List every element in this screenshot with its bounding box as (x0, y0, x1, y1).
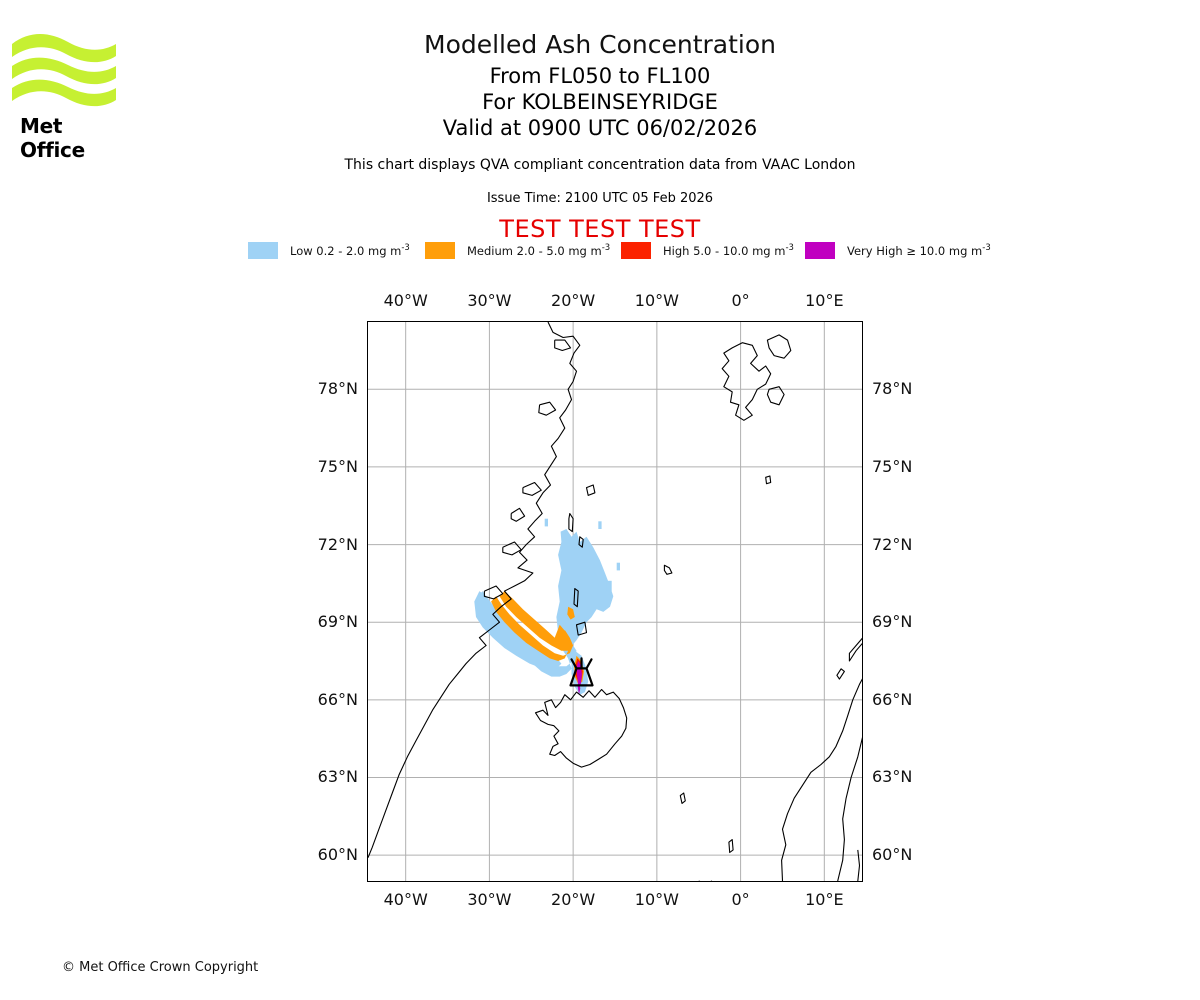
coastline-path (483, 585, 504, 600)
flight-level-line: From FL050 to FL100 (489, 64, 711, 88)
lat-tick-right-3: 69°N (872, 612, 913, 632)
coastline-path (522, 481, 542, 496)
coastline-path (502, 541, 522, 556)
coastlines (368, 322, 862, 881)
issue-time: Issue Time: 2100 UTC 05 Feb 2026 (486, 191, 714, 206)
legend-item-high: High 5.0 - 10.0 mg m-3 (621, 240, 794, 260)
lon-tick-top-0: 40°W (383, 291, 428, 310)
lon-tick-top-5: 10°E (805, 291, 844, 310)
valid-time-line: Valid at 0900 UTC 06/02/2026 (442, 116, 758, 140)
volcano-marker (569, 657, 594, 687)
ash-area-medium-sw (491, 596, 574, 661)
ash-concentration-plume (474, 518, 620, 695)
lat-tick-left-3: 69°N (317, 612, 358, 632)
ash-area-low-patch-4 (544, 518, 548, 527)
lat-tick-left-6: 60°N (317, 845, 358, 865)
ash-area-low-patch-3 (606, 580, 612, 592)
volcano-symbol (569, 657, 594, 687)
lon-tick-top-2: 20°W (551, 291, 596, 310)
legend-item-very-high: Very High ≥ 10.0 mg m-3 (805, 240, 991, 260)
volcano-name-line: For KOLBEINSEYRIDGE (482, 90, 718, 114)
concentration-legend: Low 0.2 - 2.0 mg m-3 Medium 2.0 - 5.0 mg… (248, 240, 991, 260)
coastline-path (534, 688, 628, 768)
lat-tick-right-2: 72°N (872, 534, 913, 554)
coastline-path (510, 507, 526, 522)
lat-tick-right-0: 78°N (872, 379, 913, 399)
legend-label-low: Low 0.2 - 2.0 mg m-3 (290, 242, 410, 258)
chart-description: This chart displays QVA compliant concen… (344, 157, 856, 173)
lat-tick-right-1: 75°N (872, 456, 913, 476)
lat-tick-right-6: 60°N (872, 845, 913, 865)
coastline-path (766, 334, 792, 359)
coastline-path (721, 342, 772, 421)
ash-area-medium-patch (567, 606, 575, 620)
legend-item-low: Low 0.2 - 2.0 mg m-3 (248, 240, 410, 260)
page-title: Modelled Ash Concentration (424, 30, 776, 59)
lon-tick-bottom-5: 10°E (805, 890, 844, 909)
lon-tick-bottom-1: 30°W (467, 890, 512, 909)
copyright-notice: © Met Office Crown Copyright (62, 960, 259, 975)
coastline-path (766, 386, 785, 406)
coastline-path (568, 512, 574, 533)
graticule-gridlines (368, 322, 862, 881)
lat-tick-left-1: 75°N (317, 456, 358, 476)
coastline-path (848, 637, 862, 662)
legend-swatch-low (248, 241, 278, 259)
ash-area-medium-sw2 (499, 591, 571, 651)
logo-text: Met Office (20, 114, 85, 162)
legend-label-high: High 5.0 - 10.0 mg m-3 (663, 242, 794, 258)
lon-tick-top-1: 30°W (467, 291, 512, 310)
ash-area-low-patch-1 (598, 521, 602, 529)
lon-tick-bottom-4: 0° (731, 890, 750, 909)
lon-tick-bottom-3: 10°W (634, 890, 679, 909)
lat-tick-left-0: 78°N (317, 379, 358, 399)
coastline-path (837, 737, 862, 881)
met-office-logo: Met Office (10, 26, 130, 162)
lat-tick-left-4: 66°N (317, 689, 358, 709)
legend-item-medium: Medium 2.0 - 5.0 mg m-3 (425, 240, 610, 260)
lat-tick-left-2: 72°N (317, 534, 358, 554)
test-banner: TEST TEST TEST (499, 215, 701, 243)
coastline-path (578, 536, 584, 548)
coastline-path (836, 668, 845, 680)
legend-swatch-medium (425, 241, 455, 259)
coastline-path (765, 475, 772, 485)
ash-area-low-patch-2 (616, 562, 620, 571)
coastline-path (573, 588, 579, 608)
lat-tick-left-5: 63°N (317, 767, 358, 787)
legend-swatch-high (621, 241, 651, 259)
coastline-path (538, 401, 557, 416)
coastline-path (368, 322, 581, 858)
legend-label-very-high: Very High ≥ 10.0 mg m-3 (847, 242, 991, 258)
lon-tick-bottom-0: 40°W (383, 890, 428, 909)
ash-concentration-map[interactable] (367, 321, 863, 882)
coastline-path (728, 839, 734, 854)
coastline-path (585, 484, 596, 496)
lon-tick-top-3: 10°W (634, 291, 679, 310)
lat-tick-right-4: 66°N (872, 689, 913, 709)
lon-tick-top-4: 0° (731, 291, 750, 310)
coastline-path (679, 792, 686, 804)
coastline-path (663, 564, 673, 575)
coastline-path (554, 339, 572, 352)
lon-tick-bottom-2: 20°W (551, 890, 596, 909)
legend-label-medium: Medium 2.0 - 5.0 mg m-3 (467, 242, 611, 258)
lat-tick-right-5: 63°N (872, 767, 913, 787)
coastline-path (781, 678, 862, 881)
coastline-path (575, 621, 588, 636)
coastline-path (857, 849, 861, 881)
legend-swatch-very-high (805, 241, 835, 259)
